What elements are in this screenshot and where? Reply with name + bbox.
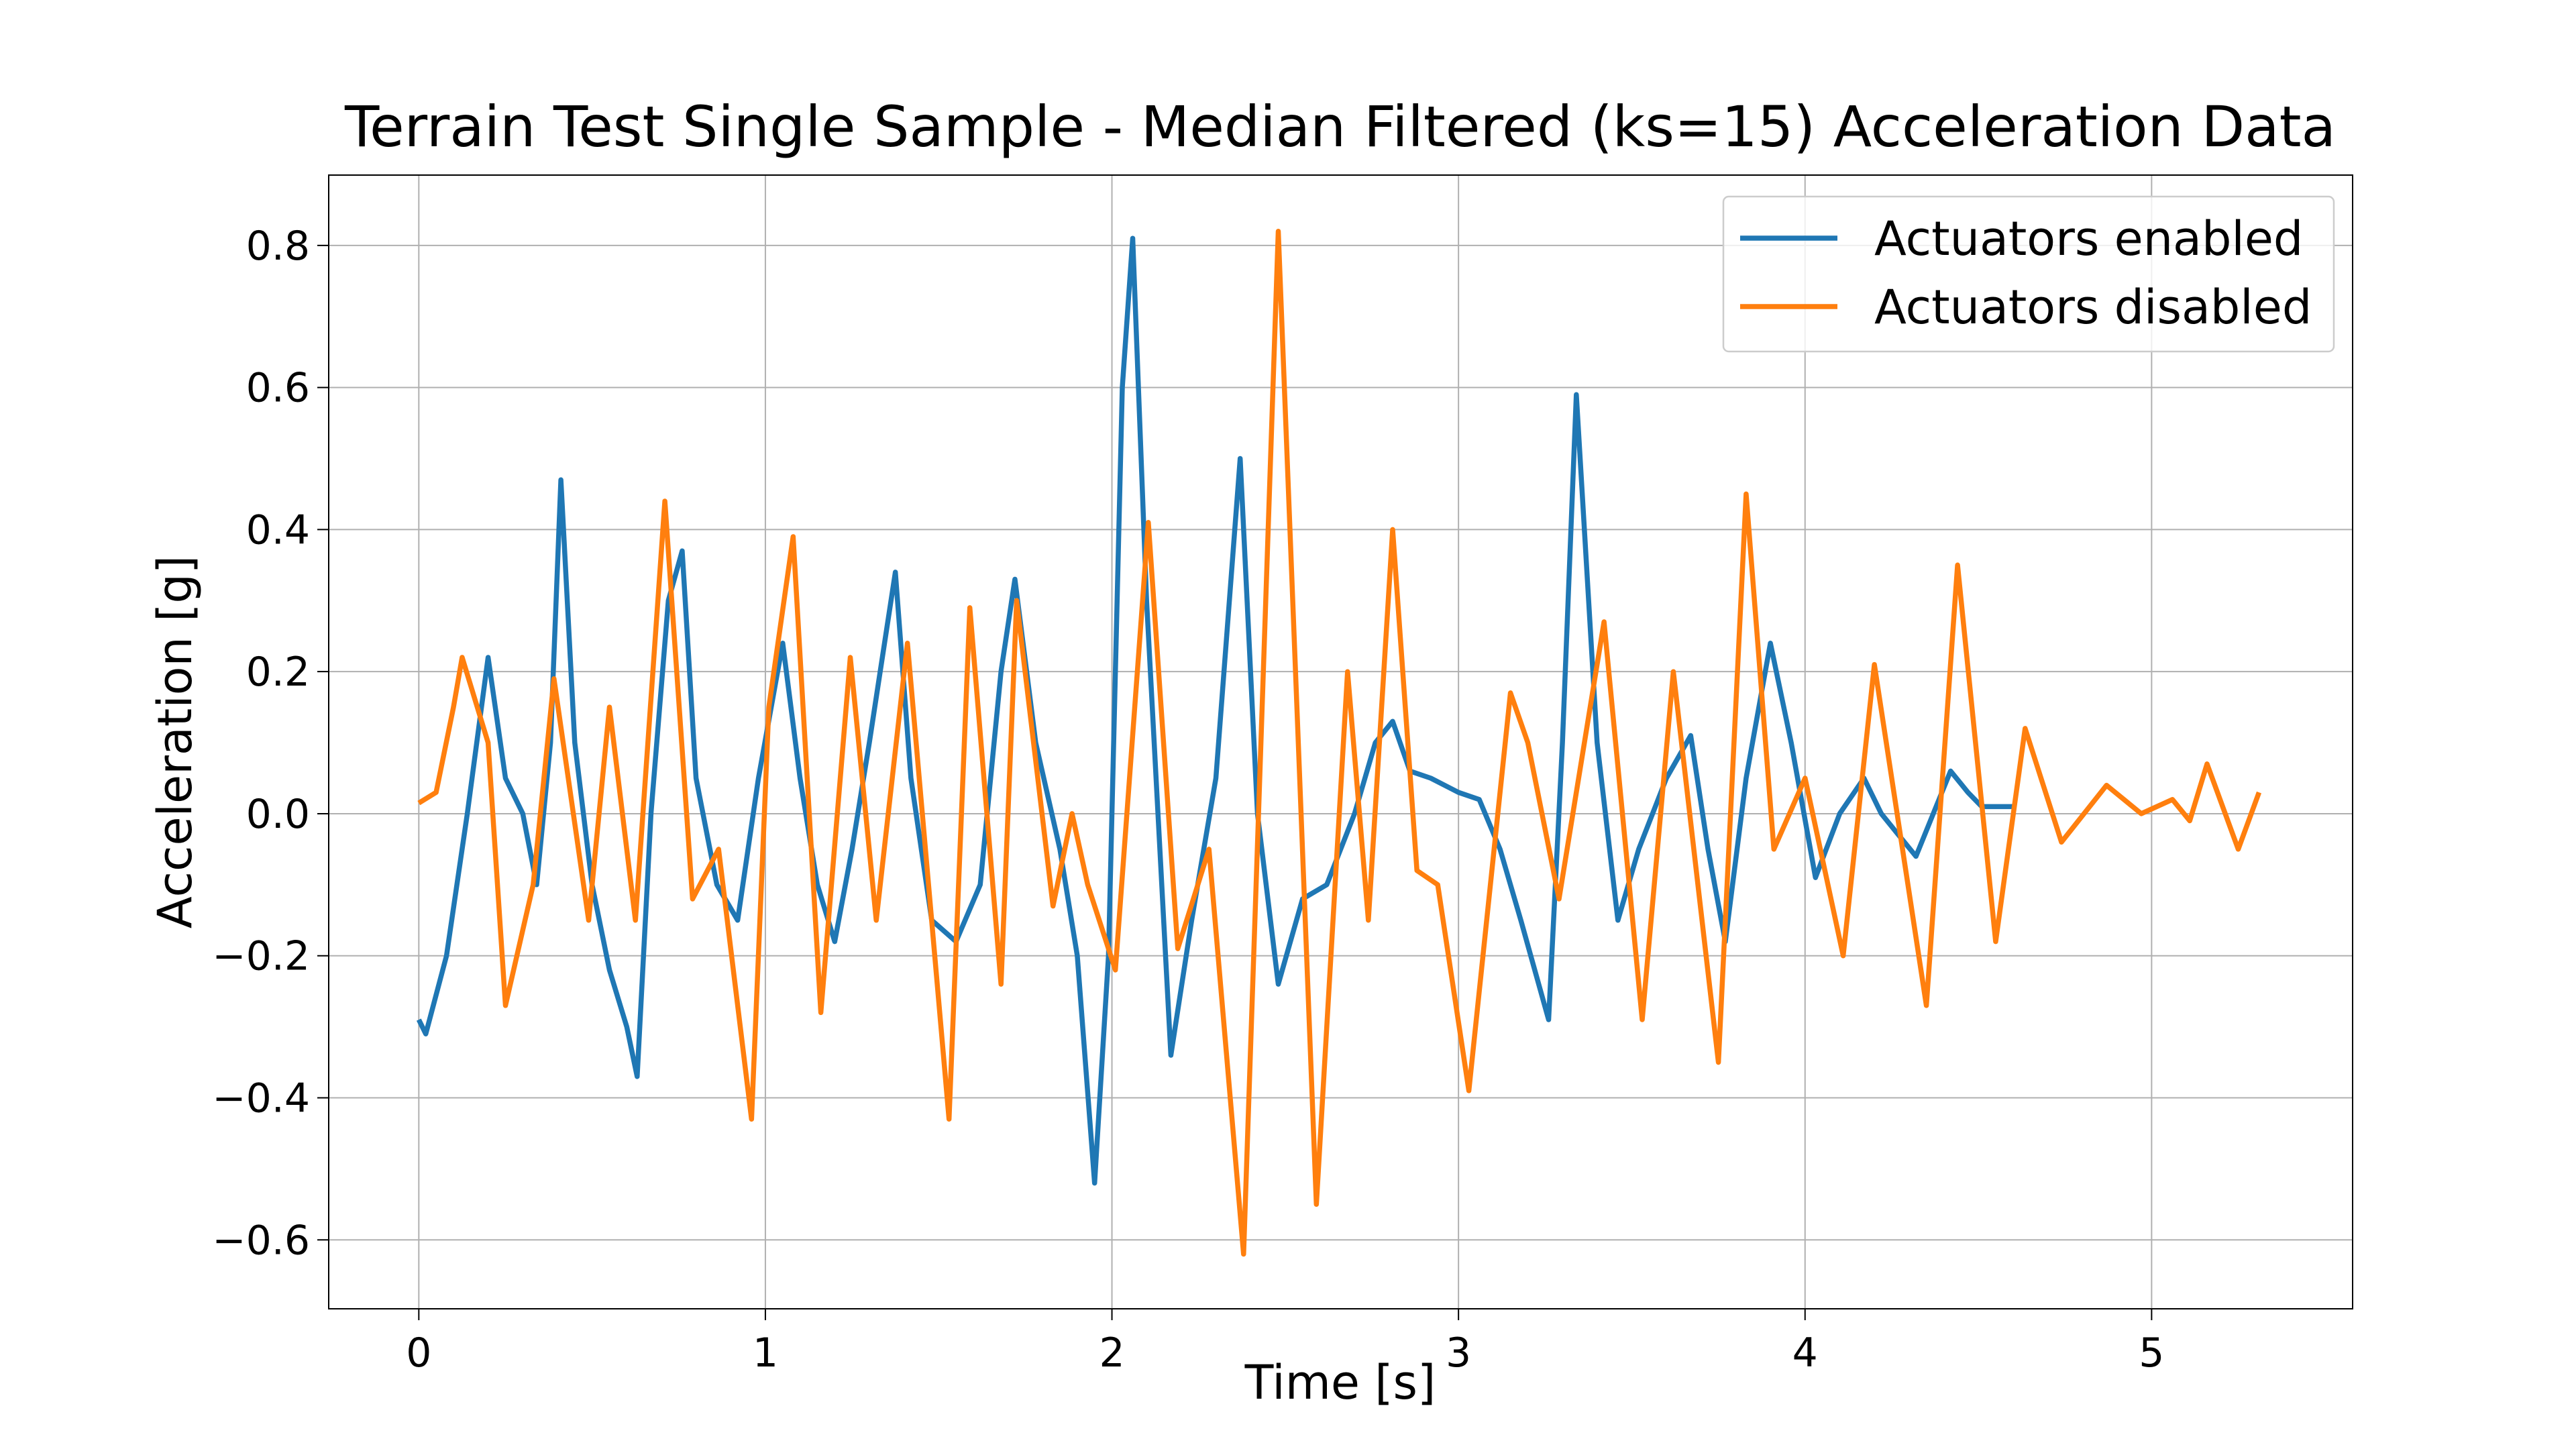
- legend-label: Actuators disabled: [1874, 280, 2312, 335]
- x-axis-label: Time [s]: [1244, 1355, 1436, 1410]
- y-tick-label: 0.8: [246, 223, 310, 270]
- y-tick-label: −0.6: [212, 1217, 310, 1264]
- data-line: [416, 235, 2013, 1186]
- y-tick-label: −0.4: [212, 1075, 310, 1122]
- y-tick-label: −0.2: [212, 933, 310, 980]
- legend-label: Actuators enabled: [1874, 211, 2303, 266]
- x-tick-label: 3: [1446, 1330, 1471, 1377]
- y-tick-label: 0.6: [246, 365, 310, 412]
- x-tick-label: 4: [1792, 1330, 1818, 1377]
- data-line: [417, 228, 2262, 1257]
- x-tick-label: 1: [753, 1330, 778, 1377]
- y-tick-label: 0.4: [246, 506, 310, 553]
- y-axis-label: Acceleration [g]: [148, 555, 203, 928]
- y-tick-label: 0.0: [246, 791, 310, 838]
- plot-frame: [328, 174, 2353, 1309]
- chart-title: Terrain Test Single Sample - Median Filt…: [344, 94, 2336, 160]
- x-tick-label: 5: [2139, 1330, 2164, 1377]
- x-tick-label: 2: [1099, 1330, 1124, 1377]
- legend: Actuators enabled Actuators disabled: [1722, 195, 2335, 353]
- x-tick-label: 0: [406, 1330, 431, 1377]
- legend-box: [1722, 195, 2335, 353]
- y-tick-label: 0.2: [246, 649, 310, 696]
